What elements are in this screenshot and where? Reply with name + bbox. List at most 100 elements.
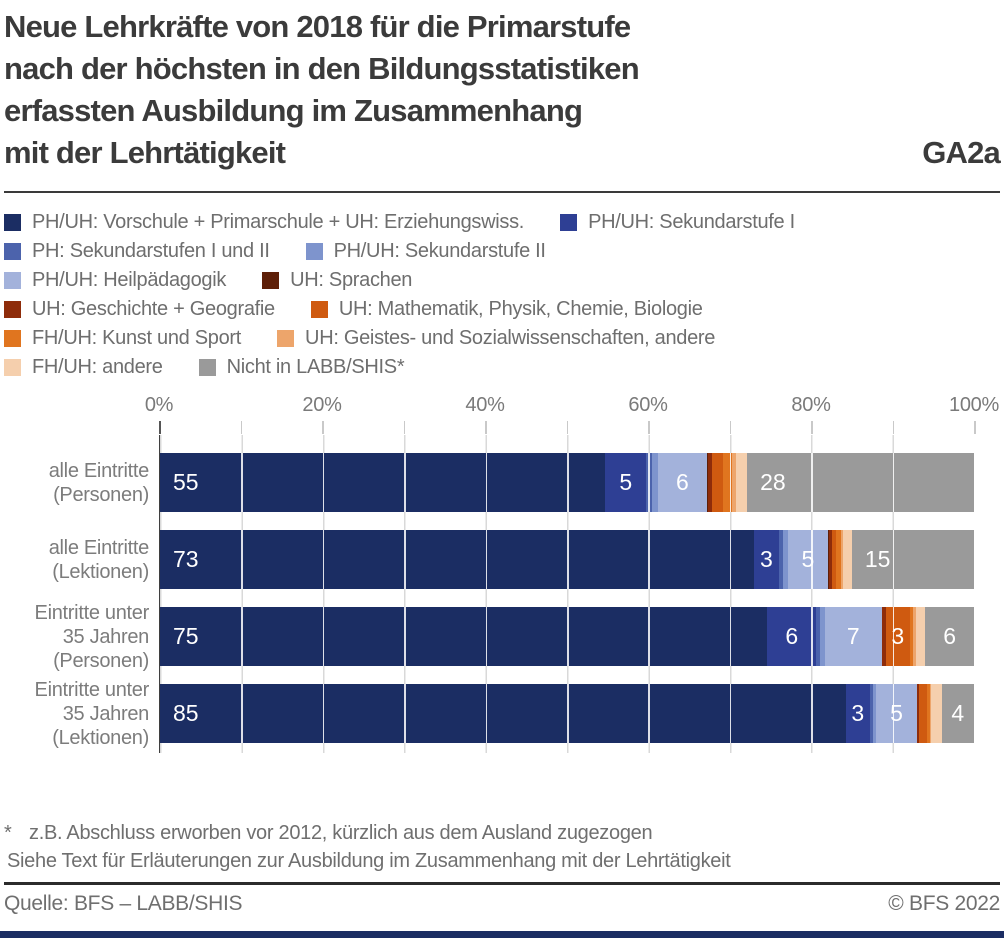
title-line-2: nach der höchsten in den Bildungsstatist…	[4, 51, 640, 86]
legend-row: UH: Geschichte + Geografie UH: Mathematik…	[4, 295, 1000, 324]
footnote-line-1: * z.B. Abschluss erworben vor 2012, kürz…	[4, 819, 1000, 847]
legend-row: FH/UH: Kunst und Sport UH: Geistes- und S…	[4, 324, 1000, 353]
legend-swatch-icon	[4, 272, 21, 289]
axis-tick-mark	[811, 421, 813, 434]
legend-swatch-icon	[4, 359, 21, 376]
category-label-line: 35 Jahren	[62, 702, 150, 725]
axis-tick-mark	[892, 421, 894, 434]
bar-segment	[722, 453, 732, 512]
bar-value-label: 73	[173, 546, 199, 572]
bar-segment	[828, 530, 830, 589]
legend-item-label: UH: Mathematik, Physik, Chemie, Biologie	[338, 298, 703, 320]
bar-segment	[841, 530, 843, 589]
legend-item-label: UH: Geistes- und Sozialwissenschaften, a…	[305, 327, 716, 349]
bar-value-label: 5	[890, 700, 903, 726]
bar-segment: 75	[160, 607, 768, 666]
bar-segment: 3	[754, 530, 779, 589]
legend-item-label: FH/UH: andere	[32, 356, 163, 378]
bar-segment	[869, 684, 874, 743]
legend-item-label: PH/UH: Sekundarstufe II	[333, 240, 546, 262]
axis-tick-mark	[485, 421, 487, 434]
plot-area: alle Eintritte (Personen) 55 5 6 28 alle Eintr…	[35, 435, 974, 753]
x-axis-tick-label: 40%	[465, 394, 505, 416]
bar-value-label: 6	[675, 469, 689, 495]
axis-tick-mark	[240, 421, 242, 434]
bar-row: 75 6 7 3 6	[160, 607, 974, 666]
legend-item-label: UH: Geschichte + Geografie	[32, 298, 275, 320]
bar-segment	[927, 684, 930, 743]
footnote-text-1: z.B. Abschluss erworben vor 2012, kürzli…	[29, 822, 653, 844]
bar-segment: 73	[160, 530, 755, 589]
bar-block: Eintritte unter 35 Jahren (Personen) 75 6 7 3 6	[35, 602, 974, 672]
legend-item: UH: Sprachen	[262, 269, 412, 292]
legend-swatch-icon	[277, 330, 295, 347]
legend-item: UH: Geistes- und Sozialwissenschaften, a…	[277, 327, 715, 350]
legend-item: PH/UH: Sekundarstufe II	[305, 240, 546, 263]
x-axis-tick-label: 20%	[302, 394, 342, 416]
bar-row: 55 5 6 28	[160, 453, 974, 512]
footnotes: * z.B. Abschluss erworben vor 2012, kürz…	[4, 819, 1000, 875]
bar-value-label: 3	[760, 546, 773, 572]
legend-swatch-icon	[305, 243, 323, 260]
footer: Quelle: BFS – LABB/SHIS © BFS 2022	[4, 885, 1000, 916]
bar-segment: 3	[845, 684, 870, 743]
bar-segment	[913, 607, 916, 666]
bar-value-label: 75	[173, 623, 199, 649]
bar-row: 85 3 5 4	[160, 684, 974, 743]
bar-segment: 85	[160, 684, 846, 743]
bar-block: Eintritte unter 35 Jahren (Lektionen) 85 3 5 4	[35, 679, 974, 749]
bar-segment	[778, 530, 783, 589]
bar-segment: 3	[885, 607, 910, 666]
category-label-line: Eintritte unter	[34, 678, 150, 701]
bar-segment	[706, 453, 709, 512]
bar-value-label: 3	[891, 623, 905, 649]
chart: 0% 20% 40% 60% 80% 100% alle Eintritte (Person…	[35, 394, 999, 753]
legend-item: PH/UH: Vorschule + Primarschule + UH: Er…	[4, 211, 524, 234]
bar-block: alle Eintritte (Lektionen) 73 3 5 15	[49, 530, 974, 589]
bar-segment: 6	[925, 607, 974, 666]
bar-segment	[816, 607, 821, 666]
footnote-line-2: Siehe Text für Erläuterungen zur Ausbild…	[7, 850, 731, 872]
x-axis-labels: 0% 20% 40% 60% 80% 100%	[145, 394, 999, 420]
category-label-line: Eintritte unter	[34, 601, 150, 624]
x-axis-ticks	[159, 420, 976, 435]
title-line-4: mit der Lehrtätigkeit	[4, 135, 286, 170]
figure-code: GA2a	[922, 135, 1001, 170]
legend-item-label: FH/UH: Kunst und Sport	[32, 327, 242, 349]
bar-segment	[836, 530, 842, 589]
bar-value-label: 4	[951, 700, 965, 726]
footer-divider	[4, 882, 1000, 885]
bar-segment	[882, 607, 886, 666]
legend-swatch-icon	[4, 214, 21, 231]
bar-value-label: 55	[173, 469, 199, 495]
axis-tick-mark	[403, 421, 405, 434]
category-label: alle Eintritte (Lektionen)	[1, 536, 150, 584]
bar-row: 73 3 5 15	[160, 530, 974, 589]
bar-segment	[651, 453, 659, 512]
category-label-line: (Personen)	[53, 649, 149, 672]
bar-segment	[711, 453, 723, 512]
axis-tick-mark	[648, 421, 650, 434]
legend-item: FH/UH: Kunst und Sport	[4, 327, 241, 350]
bar-segment	[919, 684, 928, 743]
bar-value-label: 5	[619, 469, 633, 495]
legend-row: PH: Sekundarstufen I und II PH/UH: Sekund…	[4, 237, 1000, 266]
category-label-line: (Personen)	[53, 483, 149, 506]
bar-segment: 6	[767, 607, 817, 666]
bar-segment	[916, 684, 918, 743]
bar-value-label: 3	[851, 700, 865, 726]
bar-segment: 7	[824, 607, 882, 666]
bottom-accent-bar	[0, 931, 1004, 938]
bar-segment	[708, 453, 712, 512]
x-axis-tick-label: 100%	[949, 394, 999, 416]
bar-segment: 4	[941, 684, 974, 743]
legend-swatch-icon	[4, 330, 21, 347]
legend-row: PH/UH: Heilpädagogik UH: Sprachen	[4, 266, 1000, 295]
bar-segment	[731, 453, 736, 512]
category-label: Eintritte unter 35 Jahren (Lektionen)	[1, 678, 150, 750]
axis-tick-mark	[566, 421, 568, 434]
legend-item-label: UH: Sprachen	[290, 269, 413, 291]
legend-item-label: PH/UH: Vorschule + Primarschule + UH: Er…	[32, 211, 525, 233]
bar-block: alle Eintritte (Personen) 55 5 6 28	[49, 453, 974, 512]
category-label: alle Eintritte (Personen)	[1, 459, 150, 507]
